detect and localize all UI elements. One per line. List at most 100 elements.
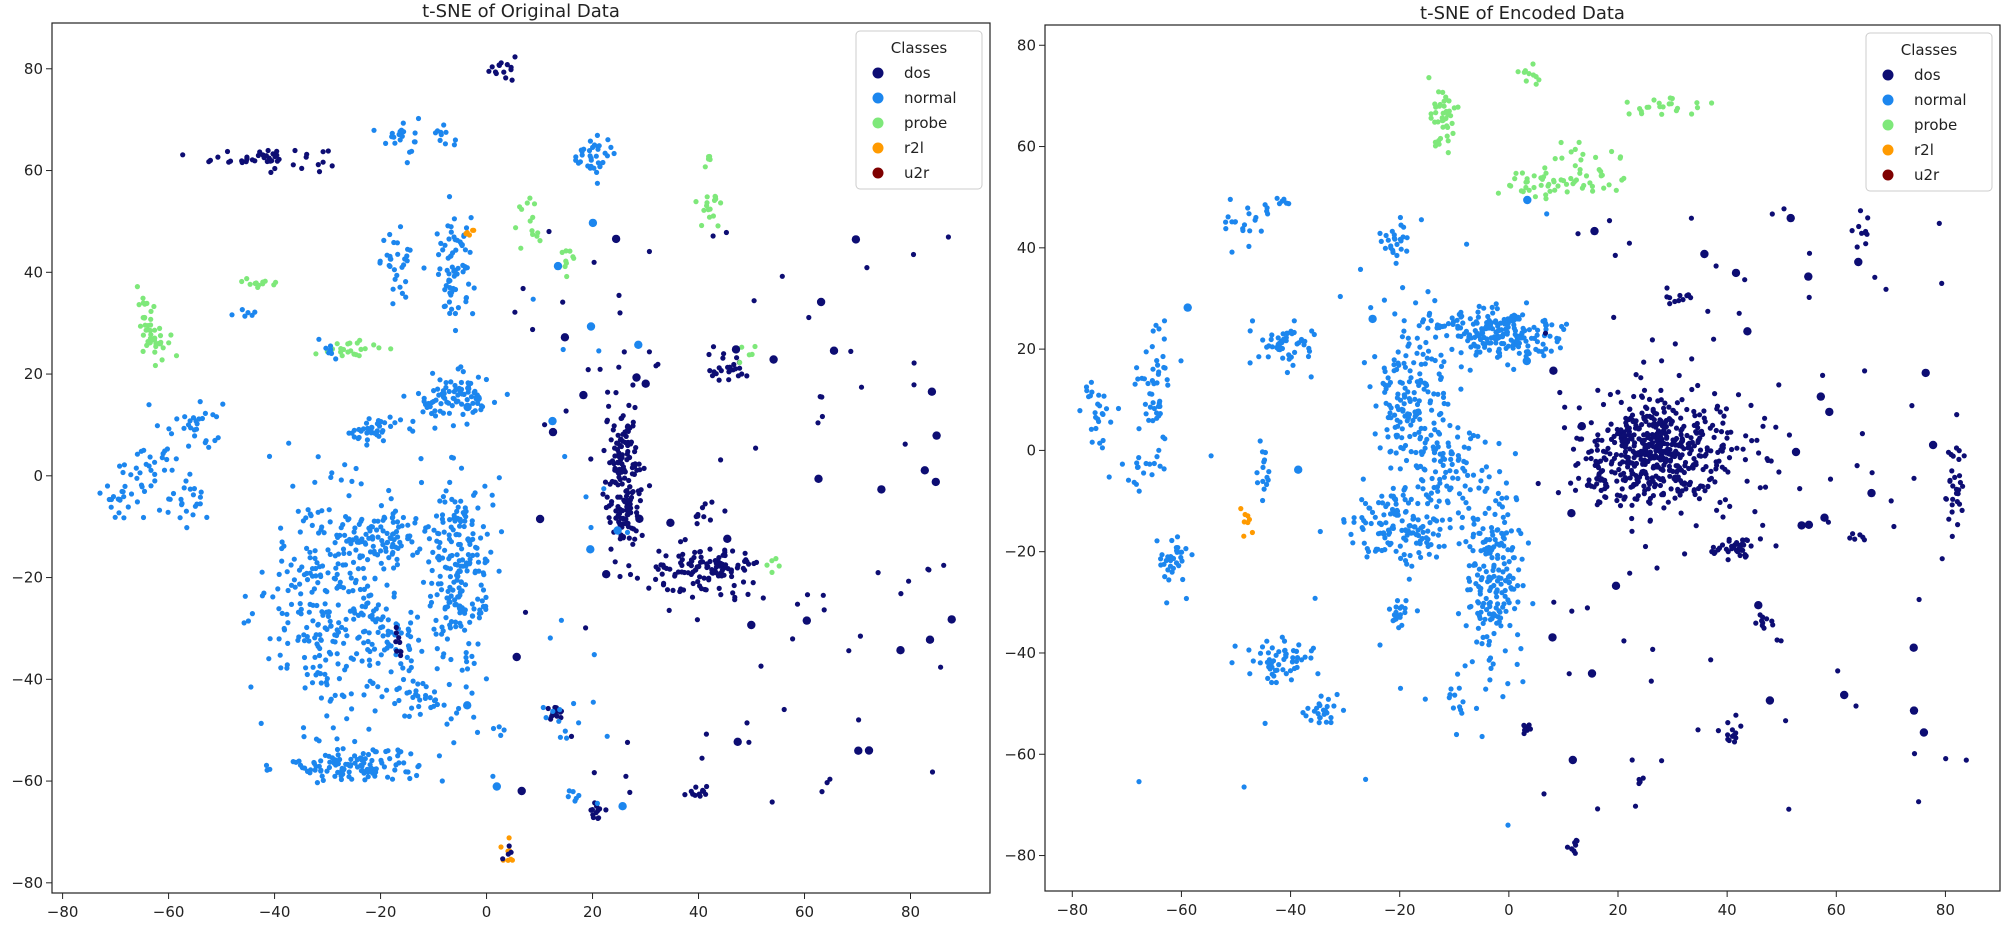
data-point-normal (1321, 711, 1327, 717)
data-point-normal (1099, 411, 1105, 417)
data-point-normal (1431, 391, 1437, 397)
data-point-normal (334, 571, 340, 578)
data-point-normal (1157, 463, 1163, 469)
data-point-probe (1694, 100, 1700, 106)
data-point-normal (342, 532, 348, 538)
data-point-normal (1397, 614, 1403, 620)
data-point-normal (430, 370, 436, 376)
data-point-normal (313, 632, 319, 638)
data-point-dos (911, 382, 917, 388)
data-point-normal (566, 788, 572, 794)
data-point-dos (1691, 456, 1697, 462)
data-point-normal (304, 577, 311, 583)
data-point-dos (1672, 341, 1678, 347)
data-point-dos (1754, 437, 1760, 443)
data-point-dos (1586, 449, 1592, 455)
data-point-normal (169, 467, 175, 473)
data-point-normal (1324, 703, 1330, 710)
data-point-normal (291, 556, 297, 562)
data-point-normal (1500, 331, 1506, 337)
data-point-normal (415, 390, 422, 397)
data-point-normal (290, 483, 296, 489)
data-point-normal (1386, 606, 1393, 612)
data-point-normal (378, 503, 384, 509)
data-point-dos (1804, 272, 1813, 281)
data-point-normal (1119, 461, 1125, 467)
data-point-dos (1594, 447, 1600, 453)
legend-marker-u2r (872, 167, 884, 179)
data-point-dos (1679, 426, 1685, 432)
data-point-dos (1596, 471, 1602, 477)
data-point-dos (906, 578, 912, 584)
data-point-normal (351, 529, 357, 535)
data-point-dos (1911, 475, 1917, 481)
data-point-normal (1314, 705, 1320, 711)
data-point-dos (1607, 391, 1613, 398)
data-point-dos (1695, 727, 1701, 733)
data-point-dos (729, 573, 735, 580)
data-point-normal (447, 285, 453, 291)
data-point-dos (819, 394, 825, 400)
data-point-normal (323, 345, 329, 351)
data-point-normal (1516, 340, 1522, 346)
data-point-normal (1288, 677, 1294, 683)
data-point-normal (139, 484, 145, 490)
data-point-normal (350, 559, 357, 566)
data-point-normal (448, 229, 454, 235)
data-point-normal (471, 714, 477, 720)
data-point-normal (427, 593, 434, 599)
data-point-normal (1390, 485, 1396, 491)
data-point-normal (309, 680, 316, 686)
data-point-probe (776, 563, 782, 569)
data-point-normal (328, 474, 334, 480)
data-point-dos (606, 403, 612, 409)
data-point-normal (1463, 500, 1469, 506)
data-point-normal (455, 573, 461, 580)
data-point-normal (374, 552, 381, 558)
data-point-dos (624, 739, 631, 746)
data-point-normal (447, 479, 453, 485)
data-point-dos (1733, 712, 1739, 718)
data-point-normal (1503, 608, 1509, 614)
data-point-normal (588, 163, 594, 169)
data-point-normal (448, 619, 455, 625)
data-point-normal (317, 632, 323, 638)
data-point-normal (1254, 480, 1261, 486)
data-point-normal (1156, 369, 1162, 375)
data-point-normal (1503, 345, 1509, 351)
data-point-normal (1428, 318, 1434, 324)
data-point-normal (407, 775, 413, 782)
data-point-normal (194, 421, 200, 427)
data-point-dos (1692, 491, 1698, 498)
data-point-normal (1272, 667, 1279, 674)
data-point-normal (1486, 347, 1492, 353)
data-point-normal (1379, 500, 1386, 506)
data-point-normal (1264, 659, 1270, 665)
data-point-dos (393, 630, 399, 636)
data-point-dos (1953, 445, 1960, 451)
data-point-dos (612, 559, 618, 565)
data-point-dos (1702, 488, 1708, 494)
data-point-probe (345, 341, 351, 347)
data-point-normal (351, 606, 357, 612)
data-point-normal (456, 705, 462, 712)
data-point-dos (1721, 413, 1727, 419)
data-point-normal (1478, 585, 1484, 592)
data-point-normal (1543, 346, 1549, 352)
data-point-dos (1760, 614, 1766, 620)
data-point-normal (421, 265, 427, 271)
data-point-normal (1151, 381, 1157, 387)
legend-label-normal: normal (1914, 91, 1967, 109)
data-point-normal (1125, 477, 1132, 483)
data-point-normal (335, 769, 341, 776)
data-point-dos (1748, 543, 1754, 549)
data-point-r2l (498, 844, 504, 850)
data-point-probe (706, 154, 712, 160)
data-point-dos (1712, 391, 1718, 397)
data-point-normal (1429, 356, 1435, 362)
data-point-dos (1611, 455, 1617, 461)
data-point-dos (602, 479, 609, 485)
data-point-normal (1399, 527, 1405, 534)
data-point-normal (1444, 333, 1450, 339)
data-point-normal (372, 773, 378, 779)
